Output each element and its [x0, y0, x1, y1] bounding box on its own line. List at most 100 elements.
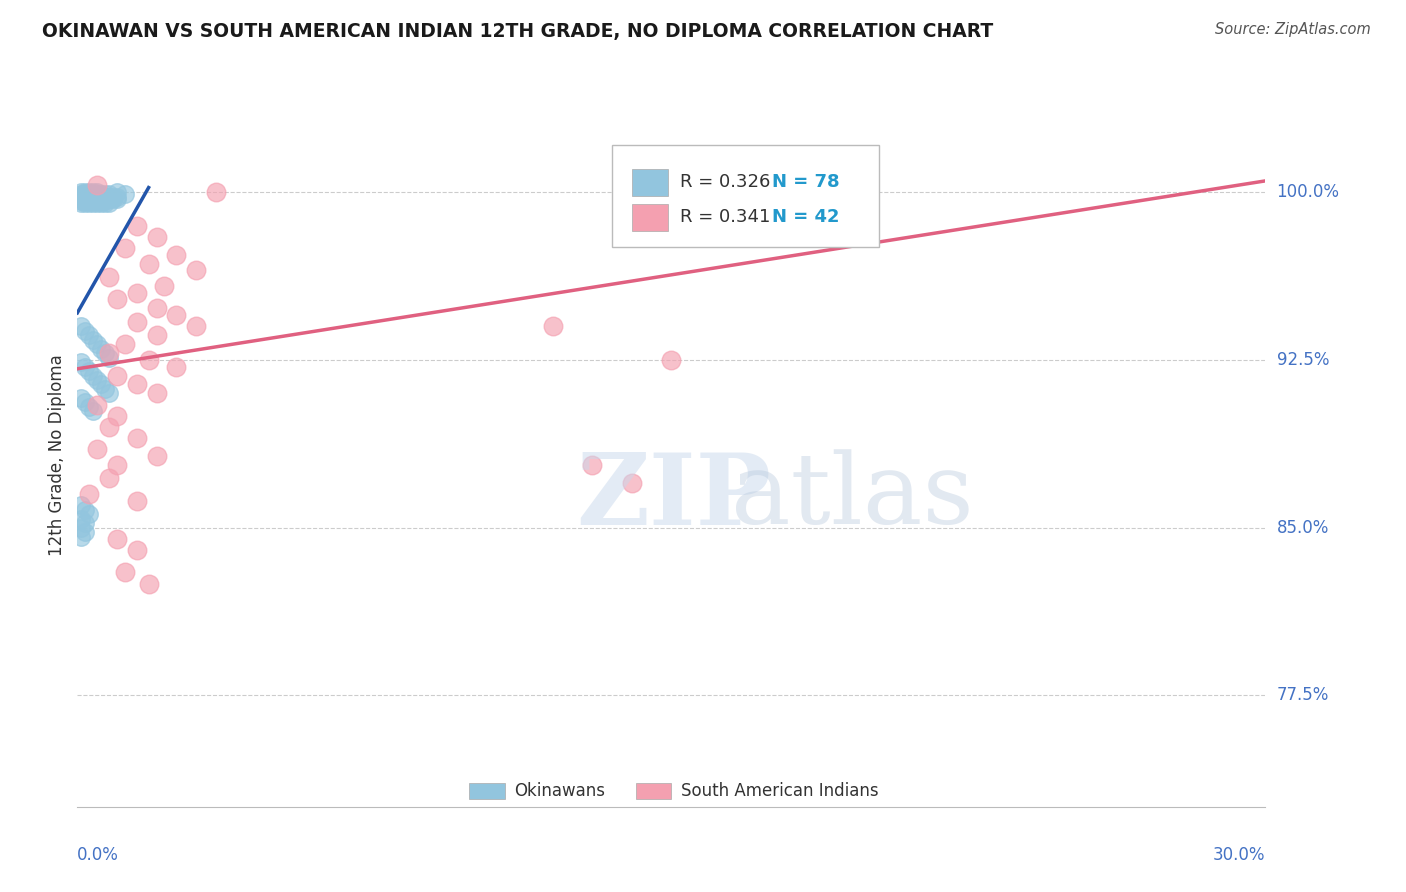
Point: [90, 192, 112, 206]
Point: [125, 431, 148, 445]
Point: [86, 185, 108, 199]
Point: [661, 352, 683, 367]
Point: [98, 346, 121, 360]
Point: [82, 189, 104, 203]
Point: [145, 386, 167, 401]
Point: [86, 178, 108, 193]
Text: 85.0%: 85.0%: [1277, 518, 1329, 537]
Point: [75, 324, 97, 338]
Point: [145, 449, 167, 463]
Point: [101, 189, 124, 203]
Y-axis label: 12th Grade, No Diploma: 12th Grade, No Diploma: [48, 354, 66, 556]
Point: [70, 187, 93, 202]
Point: [153, 279, 176, 293]
Point: [90, 194, 112, 208]
Point: [98, 189, 121, 203]
Text: OKINAWAN VS SOUTH AMERICAN INDIAN 12TH GRADE, NO DIPLOMA CORRELATION CHART: OKINAWAN VS SOUTH AMERICAN INDIAN 12TH G…: [42, 22, 994, 41]
Point: [90, 187, 112, 202]
Point: [138, 576, 160, 591]
Point: [105, 185, 128, 199]
Point: [98, 270, 121, 285]
Point: [105, 409, 128, 423]
Point: [86, 194, 108, 208]
Point: [145, 328, 167, 343]
Point: [75, 194, 97, 208]
Text: Okinawans: Okinawans: [515, 782, 606, 800]
Point: [94, 194, 117, 208]
Point: [98, 471, 121, 485]
Point: [70, 511, 93, 525]
Point: [70, 196, 93, 211]
Text: ZIP: ZIP: [576, 449, 772, 546]
Point: [105, 189, 128, 203]
Point: [75, 359, 97, 374]
Point: [105, 192, 128, 206]
Point: [82, 194, 104, 208]
Text: 100.0%: 100.0%: [1277, 183, 1340, 201]
Point: [145, 229, 167, 244]
Point: [82, 187, 104, 202]
Text: 30.0%: 30.0%: [1213, 847, 1265, 864]
Point: [70, 192, 93, 206]
Point: [94, 346, 117, 360]
Text: R = 0.341: R = 0.341: [679, 209, 770, 227]
Point: [70, 319, 93, 334]
Point: [77, 187, 100, 202]
Point: [98, 196, 121, 211]
Point: [70, 530, 93, 544]
Point: [94, 196, 117, 211]
Point: [105, 532, 128, 546]
Point: [82, 333, 104, 347]
Point: [114, 187, 136, 202]
Point: [94, 187, 117, 202]
Point: [86, 196, 108, 211]
Point: [125, 493, 148, 508]
Point: [105, 458, 128, 472]
Point: [205, 185, 228, 199]
Point: [77, 507, 100, 521]
FancyBboxPatch shape: [633, 204, 668, 231]
Point: [82, 404, 104, 418]
Point: [90, 189, 112, 203]
Point: [165, 308, 187, 322]
Point: [70, 185, 93, 199]
Point: [75, 525, 97, 540]
Point: [75, 196, 97, 211]
Point: [86, 398, 108, 412]
Point: [114, 241, 136, 255]
Point: [75, 192, 97, 206]
Point: [77, 196, 100, 211]
Point: [581, 458, 603, 472]
Point: [75, 187, 97, 202]
Text: atlas: atlas: [731, 450, 973, 545]
Point: [86, 442, 108, 457]
Point: [98, 351, 121, 365]
Point: [125, 315, 148, 329]
FancyBboxPatch shape: [633, 169, 668, 195]
Point: [541, 319, 564, 334]
Point: [86, 373, 108, 387]
Point: [75, 502, 97, 516]
FancyBboxPatch shape: [612, 145, 879, 247]
Point: [165, 359, 187, 374]
Point: [70, 194, 93, 208]
Point: [114, 566, 136, 580]
Point: [125, 377, 148, 392]
Point: [86, 192, 108, 206]
Point: [86, 187, 108, 202]
Point: [75, 189, 97, 203]
Point: [114, 337, 136, 351]
Point: [94, 189, 117, 203]
Point: [90, 342, 112, 356]
Point: [165, 248, 187, 262]
Point: [90, 377, 112, 392]
Point: [70, 355, 93, 369]
Point: [77, 487, 100, 501]
Point: [70, 521, 93, 535]
Point: [77, 185, 100, 199]
Point: [138, 352, 160, 367]
Point: [186, 263, 208, 277]
Point: [70, 189, 93, 203]
Text: N = 78: N = 78: [772, 173, 839, 191]
Point: [82, 192, 104, 206]
